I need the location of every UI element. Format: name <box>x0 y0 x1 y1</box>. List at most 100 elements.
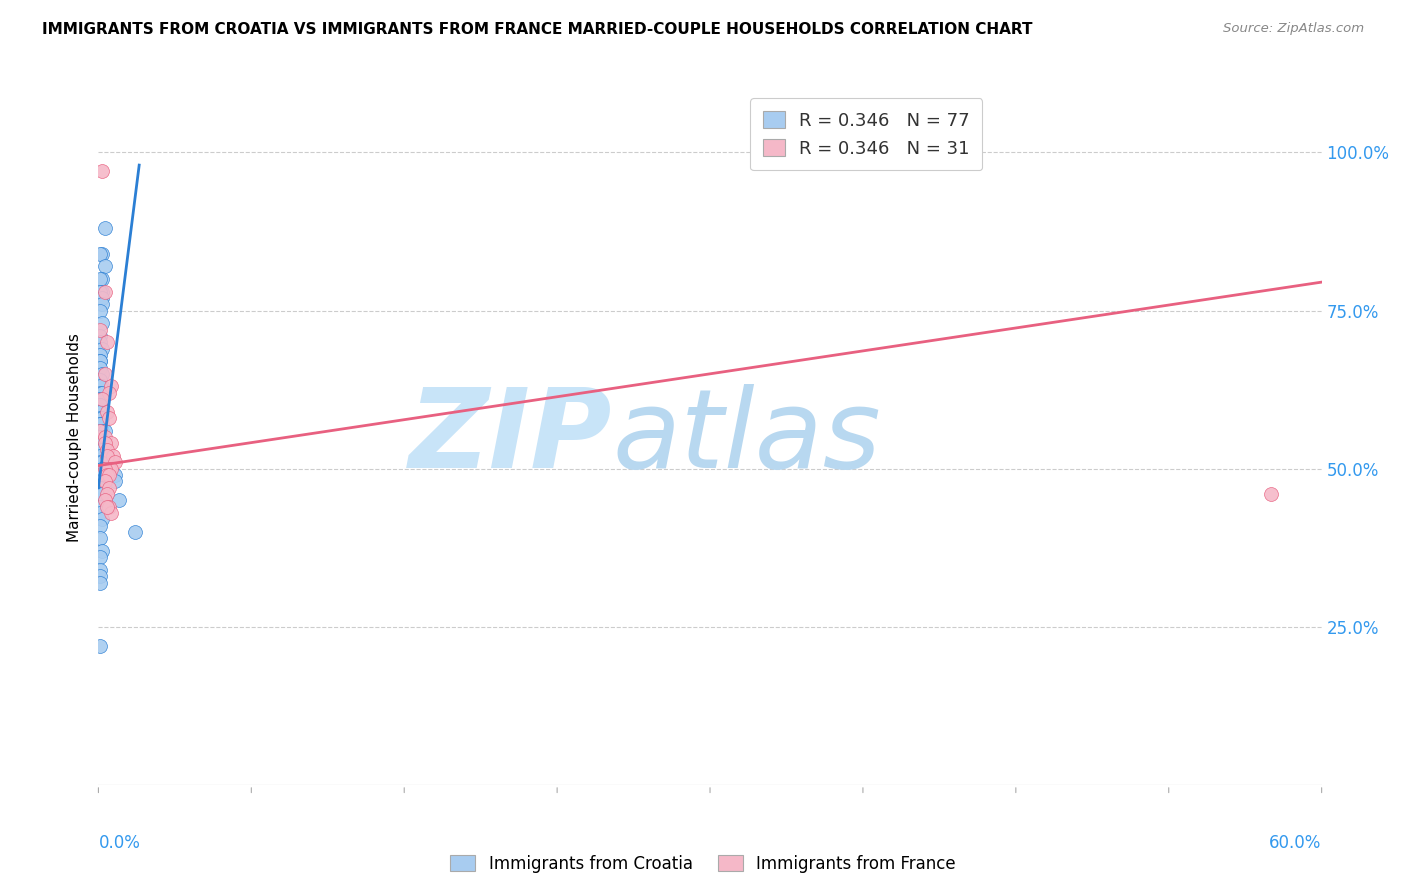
Point <box>91 455 114 469</box>
Point <box>89 487 111 501</box>
Point <box>93 436 115 450</box>
Point <box>100 506 122 520</box>
Point <box>108 493 131 508</box>
Point <box>91 316 114 330</box>
Point <box>93 367 115 381</box>
Point <box>91 461 114 475</box>
Point <box>89 405 111 419</box>
Point <box>89 430 111 444</box>
Point <box>89 348 111 362</box>
Point <box>93 461 115 475</box>
Point <box>89 354 111 368</box>
Point <box>89 436 111 450</box>
Point <box>89 518 111 533</box>
Point <box>1260 487 1282 501</box>
Point <box>97 385 120 400</box>
Point <box>96 449 118 463</box>
Text: IMMIGRANTS FROM CROATIA VS IMMIGRANTS FROM FRANCE MARRIED-COUPLE HOUSEHOLDS CORR: IMMIGRANTS FROM CROATIA VS IMMIGRANTS FR… <box>42 22 1032 37</box>
Point <box>89 385 111 400</box>
Point <box>89 455 111 469</box>
Point <box>91 449 114 463</box>
Point <box>96 442 118 457</box>
Point <box>97 468 120 483</box>
Point <box>104 475 127 489</box>
Point <box>91 475 114 489</box>
Point <box>89 417 111 432</box>
Point <box>89 475 111 489</box>
Point <box>91 285 114 299</box>
Point <box>91 424 114 438</box>
Point <box>93 285 115 299</box>
Point <box>89 411 111 425</box>
Point <box>89 563 111 577</box>
Point <box>96 468 118 483</box>
Point <box>91 461 114 475</box>
Point <box>89 399 111 413</box>
Point <box>91 297 114 311</box>
Point <box>91 291 114 305</box>
Point <box>91 461 114 475</box>
Point <box>89 405 111 419</box>
Point <box>93 475 115 489</box>
Point <box>91 272 114 286</box>
Point <box>97 461 120 475</box>
Point <box>89 430 111 444</box>
Point <box>89 487 111 501</box>
Point <box>93 221 115 235</box>
Point <box>100 379 122 393</box>
Point <box>93 430 115 444</box>
Point <box>104 455 127 469</box>
Point <box>89 379 111 393</box>
Point <box>89 506 111 520</box>
Point <box>89 303 111 318</box>
Point <box>89 272 111 286</box>
Point <box>101 449 124 463</box>
Point <box>91 481 114 495</box>
Text: ZIP: ZIP <box>409 384 612 491</box>
Point <box>91 342 114 356</box>
Point <box>96 500 118 514</box>
Point <box>91 512 114 526</box>
Point <box>89 285 111 299</box>
Point <box>97 411 120 425</box>
Point <box>89 354 111 368</box>
Point <box>89 531 111 545</box>
Point <box>96 487 118 501</box>
Point <box>91 436 114 450</box>
Point <box>89 424 111 438</box>
Point <box>97 500 120 514</box>
Point <box>89 335 111 350</box>
Point <box>89 500 111 514</box>
Point <box>104 468 127 483</box>
Point <box>89 399 111 413</box>
Point <box>89 424 111 438</box>
Point <box>91 442 114 457</box>
Point <box>89 417 111 432</box>
Legend: R = 0.346   N = 77, R = 0.346   N = 31: R = 0.346 N = 77, R = 0.346 N = 31 <box>751 98 983 170</box>
Text: 0.0%: 0.0% <box>98 834 141 852</box>
Point <box>100 436 122 450</box>
Point <box>93 260 115 274</box>
Point <box>89 481 111 495</box>
Point <box>91 461 114 475</box>
Point <box>91 411 114 425</box>
Point <box>100 461 122 475</box>
Point <box>93 424 115 438</box>
Point <box>89 329 111 343</box>
Point <box>89 322 111 336</box>
Point <box>89 442 111 457</box>
Text: 60.0%: 60.0% <box>1270 834 1322 852</box>
Point <box>96 335 118 350</box>
Text: Source: ZipAtlas.com: Source: ZipAtlas.com <box>1223 22 1364 36</box>
Point <box>91 367 114 381</box>
Point <box>89 468 111 483</box>
Point <box>91 417 114 432</box>
Point <box>91 487 114 501</box>
Point <box>97 481 120 495</box>
Point <box>89 575 111 590</box>
Point <box>124 524 146 539</box>
Legend: Immigrants from Croatia, Immigrants from France: Immigrants from Croatia, Immigrants from… <box>444 848 962 880</box>
Point <box>89 392 111 406</box>
Point <box>91 385 114 400</box>
Point <box>89 639 111 653</box>
